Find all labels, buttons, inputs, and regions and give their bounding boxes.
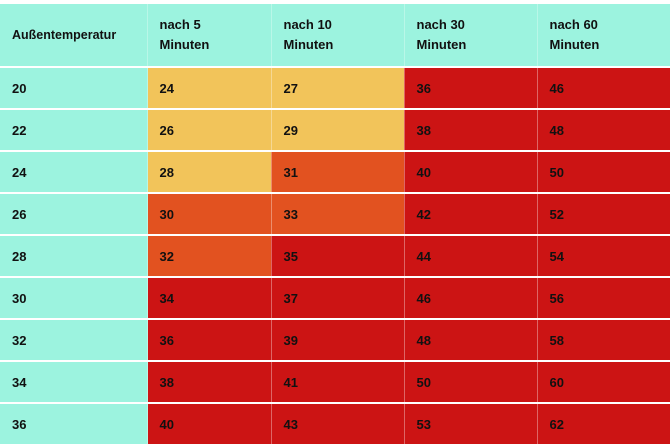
cell-after-60-minutes: 58 (537, 319, 670, 362)
row-outside-temperature: 22 (0, 109, 148, 152)
cell-after-60-minutes: 54 (537, 235, 670, 278)
cell-after-5-minutes: 34 (147, 277, 272, 320)
row-outside-temperature: 28 (0, 235, 148, 278)
cell-after-30-minutes: 42 (404, 193, 538, 236)
header-after-10-minutes: nach 10 Minuten (271, 4, 405, 68)
cell-after-30-minutes: 40 (404, 151, 538, 194)
table-row: 30 34 37 46 56 (0, 277, 670, 320)
cell-after-60-minutes: 46 (537, 67, 670, 110)
cell-after-10-minutes: 35 (271, 235, 405, 278)
cell-after-60-minutes: 62 (537, 403, 670, 446)
cell-after-60-minutes: 50 (537, 151, 670, 194)
cell-after-5-minutes: 26 (147, 109, 272, 152)
table-row: 28 32 35 44 54 (0, 235, 670, 278)
cell-after-5-minutes: 24 (147, 67, 272, 110)
temperature-table: Außentemperatur nach 5 Minuten nach 10 Min… (0, 4, 670, 446)
cell-after-60-minutes: 52 (537, 193, 670, 236)
row-outside-temperature: 32 (0, 319, 148, 362)
cell-after-5-minutes: 38 (147, 361, 272, 404)
table-body: 20 24 27 36 46 22 26 29 38 48 24 28 31 40 50 26 30 33 42 52… (0, 67, 670, 446)
table-header: Außentemperatur nach 5 Minuten nach 10 Min… (0, 4, 670, 68)
table-row: 34 38 41 50 60 (0, 361, 670, 404)
table-row: 22 26 29 38 48 (0, 109, 670, 152)
top-strip (0, 0, 670, 4)
cell-after-60-minutes: 56 (537, 277, 670, 320)
table-row: 20 24 27 36 46 (0, 67, 670, 110)
cell-after-10-minutes: 37 (271, 277, 405, 320)
cell-after-5-minutes: 28 (147, 151, 272, 194)
cell-after-10-minutes: 31 (271, 151, 405, 194)
cell-after-10-minutes: 43 (271, 403, 405, 446)
table-row: 24 28 31 40 50 (0, 151, 670, 194)
cell-after-10-minutes: 27 (271, 67, 405, 110)
table-row: 26 30 33 42 52 (0, 193, 670, 236)
cell-after-30-minutes: 48 (404, 319, 538, 362)
cell-after-30-minutes: 38 (404, 109, 538, 152)
cell-after-5-minutes: 40 (147, 403, 272, 446)
cell-after-60-minutes: 48 (537, 109, 670, 152)
cell-after-5-minutes: 36 (147, 319, 272, 362)
cell-after-30-minutes: 36 (404, 67, 538, 110)
row-outside-temperature: 20 (0, 67, 148, 110)
row-outside-temperature: 34 (0, 361, 148, 404)
row-outside-temperature: 30 (0, 277, 148, 320)
header-outside-temperature: Außentemperatur (0, 4, 148, 68)
table-row: 36 40 43 53 62 (0, 403, 670, 446)
header-after-30-minutes: nach 30 Minuten (404, 4, 538, 68)
cell-after-10-minutes: 41 (271, 361, 405, 404)
cell-after-5-minutes: 30 (147, 193, 272, 236)
cell-after-10-minutes: 29 (271, 109, 405, 152)
cell-after-5-minutes: 32 (147, 235, 272, 278)
header-row: Außentemperatur nach 5 Minuten nach 10 Min… (0, 4, 670, 68)
cell-after-30-minutes: 50 (404, 361, 538, 404)
row-outside-temperature: 36 (0, 403, 148, 446)
header-after-60-minutes: nach 60 Minuten (537, 4, 670, 68)
header-after-5-minutes: nach 5 Minuten (147, 4, 272, 68)
cell-after-30-minutes: 44 (404, 235, 538, 278)
table-row: 32 36 39 48 58 (0, 319, 670, 362)
row-outside-temperature: 24 (0, 151, 148, 194)
cell-after-30-minutes: 53 (404, 403, 538, 446)
cell-after-60-minutes: 60 (537, 361, 670, 404)
cell-after-30-minutes: 46 (404, 277, 538, 320)
cell-after-10-minutes: 39 (271, 319, 405, 362)
row-outside-temperature: 26 (0, 193, 148, 236)
cell-after-10-minutes: 33 (271, 193, 405, 236)
